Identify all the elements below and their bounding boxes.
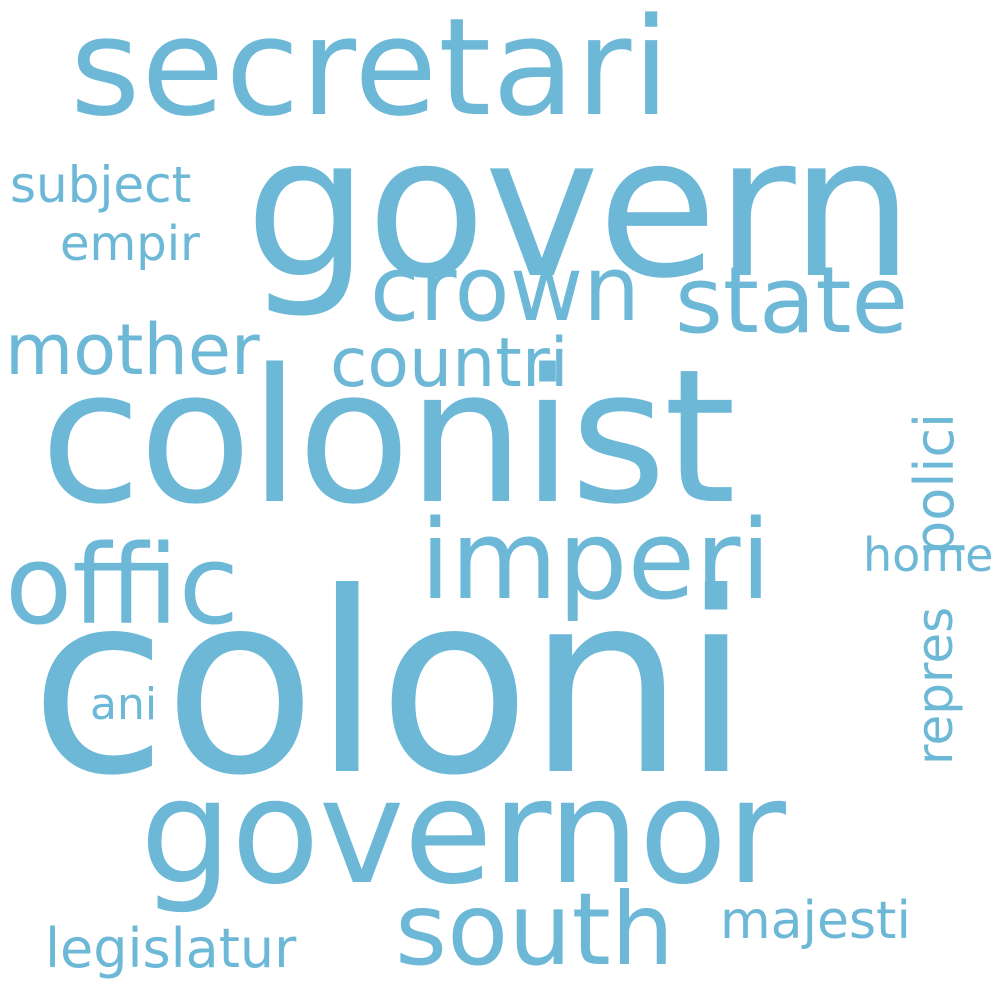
word-imperi: imperi xyxy=(420,496,772,624)
word-empir: empir xyxy=(60,216,200,272)
word-subject: subject xyxy=(10,156,192,214)
word-south: south xyxy=(395,871,675,988)
word-secretari: secretari xyxy=(70,0,671,146)
word-coloni: coloni xyxy=(30,539,751,830)
word-legislatur: legislatur xyxy=(45,917,297,980)
word-ani: ani xyxy=(90,679,158,730)
word-state: state xyxy=(675,247,909,354)
word-crown: crown xyxy=(370,237,641,342)
word-governor: governor xyxy=(140,748,786,917)
word-mother: mother xyxy=(5,309,260,391)
word-home: home xyxy=(863,528,994,582)
word-govern: govern xyxy=(245,94,914,321)
word-majesti: majesti xyxy=(720,891,911,951)
word-repres: repres xyxy=(906,606,964,765)
word-countri: countri xyxy=(330,324,569,403)
word-polici: polici xyxy=(903,412,966,555)
word-offic: offic xyxy=(5,521,240,649)
word-colonist: colonist xyxy=(40,329,736,545)
